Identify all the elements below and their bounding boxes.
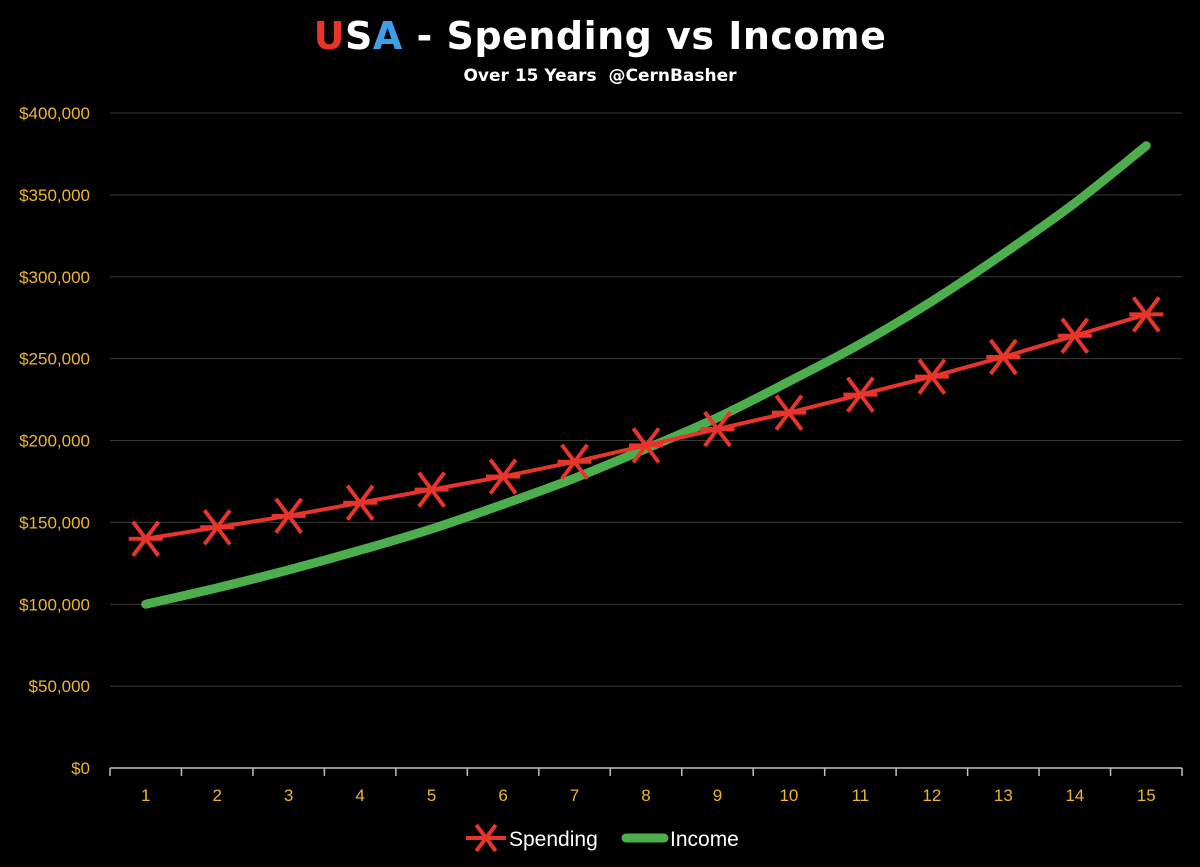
spending-point <box>843 376 878 413</box>
spending-point <box>700 410 735 448</box>
y-tick-label: $400,000 <box>19 104 90 123</box>
marker-stroke <box>988 338 1018 376</box>
marker-stroke <box>631 427 661 464</box>
marker-stroke <box>1060 317 1090 354</box>
x-tick-label: 4 <box>355 786 364 805</box>
y-axis-tick-labels: $0 $50,000 $100,000 $150,000 $200,000 $250,00… <box>19 104 90 778</box>
income-line <box>141 141 1151 609</box>
legend-spending-marker <box>473 823 499 853</box>
spending-point <box>914 358 949 395</box>
marker-stroke <box>488 458 518 495</box>
marker-stroke <box>417 471 446 508</box>
x-tick-label: 3 <box>284 786 293 805</box>
marker-stroke <box>202 509 232 546</box>
marker-stroke <box>917 358 947 395</box>
marker-stroke <box>846 376 875 413</box>
spending-point <box>414 471 449 508</box>
marker-stroke <box>1131 296 1161 333</box>
x-tick-label: 5 <box>427 786 436 805</box>
spending-point <box>986 338 1021 376</box>
y-tick-label: $300,000 <box>19 268 90 287</box>
x-tick-label: 13 <box>994 786 1013 805</box>
spending-point <box>1057 317 1092 354</box>
y-tick-label: $100,000 <box>19 595 90 614</box>
title-letter-a: A <box>372 14 403 58</box>
legend-spending-label: Spending <box>509 828 598 851</box>
x-tick-label: 14 <box>1065 786 1084 805</box>
x-axis-tick-labels: 1 2 3 4 5 6 7 8 9 10 11 12 13 14 15 <box>141 786 1156 805</box>
chart-subtitle: Over 15 Years @CernBasher <box>463 66 737 86</box>
marker-stroke <box>345 484 375 521</box>
y-tick-label: $50,000 <box>29 677 90 696</box>
y-tick-label: $150,000 <box>19 513 90 532</box>
x-tick-label: 11 <box>852 786 870 805</box>
y-tick-label: $250,000 <box>19 350 90 369</box>
series-group <box>128 141 1164 609</box>
spending-point <box>271 497 306 535</box>
marker-stroke <box>774 394 804 431</box>
x-tick-label: 7 <box>570 786 579 805</box>
title-rest: - Spending vs Income <box>402 14 887 58</box>
spending-point <box>128 520 163 557</box>
x-tick-label: 8 <box>641 786 650 805</box>
marker-stroke <box>274 497 304 535</box>
x-axis <box>109 767 1183 776</box>
x-tick-label: 9 <box>713 786 722 805</box>
spending-point <box>343 484 378 521</box>
x-tick-label: 2 <box>212 786 221 805</box>
legend: Spending Income <box>466 823 739 853</box>
marker-stroke <box>131 520 161 557</box>
spending-point <box>486 458 521 495</box>
spending-point <box>771 394 806 431</box>
y-tick-label: $350,000 <box>19 186 90 205</box>
title-letter-u: U <box>313 14 345 58</box>
marker-stroke <box>703 410 732 448</box>
marker-stroke <box>560 443 589 480</box>
x-tick-label: 15 <box>1137 786 1156 805</box>
x-tick-label: 10 <box>779 786 798 805</box>
spending-point <box>1129 296 1164 333</box>
spending-point <box>557 443 592 480</box>
gridlines <box>110 112 1182 687</box>
x-tick-label: 6 <box>498 786 507 805</box>
title-letter-s: S <box>344 14 373 58</box>
x-tick-label: 12 <box>922 786 941 805</box>
x-tick-label: 1 <box>141 786 150 805</box>
chart-title: USA - Spending vs Income <box>0 14 1200 58</box>
y-tick-label: $200,000 <box>19 432 90 451</box>
spending-point <box>200 509 235 546</box>
legend-income-label: Income <box>670 828 739 851</box>
marker-stroke <box>474 823 498 853</box>
spending-point <box>629 427 663 464</box>
y-tick-label: $0 <box>71 759 90 778</box>
